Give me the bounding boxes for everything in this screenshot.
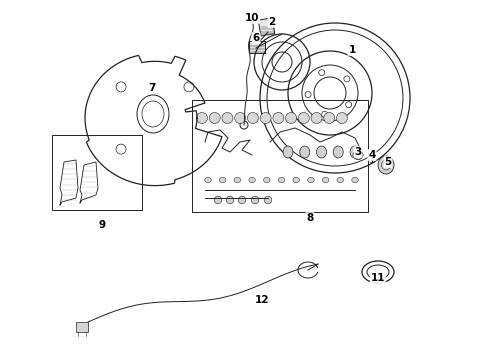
- Ellipse shape: [333, 146, 343, 158]
- Circle shape: [286, 112, 296, 123]
- Circle shape: [247, 112, 258, 123]
- Text: 11: 11: [371, 273, 385, 283]
- Circle shape: [324, 112, 335, 123]
- Bar: [258, 18, 275, 36]
- Circle shape: [196, 112, 207, 123]
- Text: 1: 1: [348, 45, 356, 55]
- Ellipse shape: [352, 177, 358, 183]
- Ellipse shape: [249, 177, 255, 183]
- Circle shape: [273, 112, 284, 123]
- Circle shape: [209, 112, 220, 123]
- Ellipse shape: [234, 177, 241, 183]
- Circle shape: [222, 112, 233, 123]
- Bar: [249, 41, 265, 53]
- Ellipse shape: [308, 177, 314, 183]
- Text: 5: 5: [384, 157, 392, 167]
- Ellipse shape: [293, 177, 299, 183]
- Ellipse shape: [220, 177, 226, 183]
- Text: 10: 10: [245, 13, 259, 23]
- Bar: [52, 135, 142, 210]
- Circle shape: [238, 196, 246, 204]
- Ellipse shape: [278, 177, 285, 183]
- Ellipse shape: [317, 146, 326, 158]
- Text: 8: 8: [306, 213, 314, 223]
- Bar: [76, 322, 88, 332]
- Text: 9: 9: [98, 220, 105, 230]
- Text: 12: 12: [255, 295, 269, 305]
- Circle shape: [264, 196, 272, 204]
- Ellipse shape: [205, 177, 211, 183]
- Text: 3: 3: [354, 147, 362, 157]
- Circle shape: [311, 112, 322, 123]
- Circle shape: [260, 112, 271, 123]
- Circle shape: [214, 196, 222, 204]
- Circle shape: [298, 112, 309, 123]
- Ellipse shape: [322, 177, 329, 183]
- Ellipse shape: [378, 156, 394, 174]
- Text: 4: 4: [368, 150, 376, 160]
- Ellipse shape: [353, 150, 363, 159]
- Text: 6: 6: [252, 33, 260, 43]
- Circle shape: [226, 196, 234, 204]
- Ellipse shape: [283, 146, 293, 158]
- Text: 7: 7: [148, 83, 156, 93]
- Circle shape: [235, 112, 245, 123]
- Ellipse shape: [337, 177, 343, 183]
- Ellipse shape: [350, 146, 360, 158]
- Circle shape: [251, 196, 259, 204]
- Circle shape: [337, 112, 347, 123]
- Text: 2: 2: [269, 17, 275, 27]
- Ellipse shape: [264, 177, 270, 183]
- Ellipse shape: [300, 146, 310, 158]
